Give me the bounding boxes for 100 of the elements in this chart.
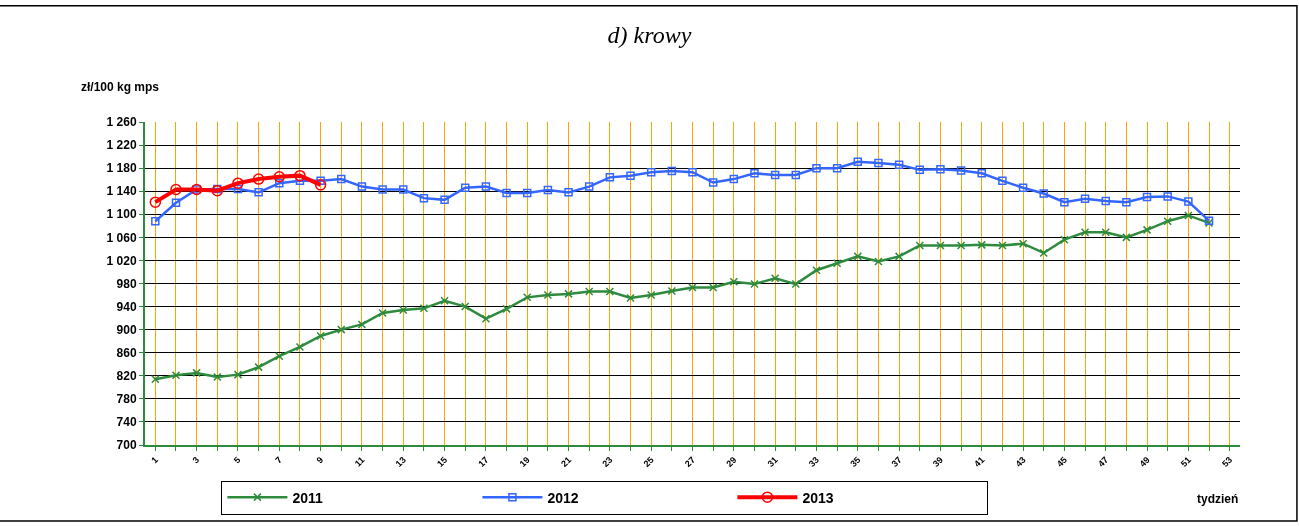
point bbox=[832, 259, 842, 268]
point bbox=[791, 279, 801, 289]
x-tick-label: 53 bbox=[1220, 454, 1235, 469]
y-tick-label: 860 bbox=[116, 345, 137, 360]
y-tick-label: 780 bbox=[116, 392, 137, 407]
point bbox=[316, 331, 325, 341]
point bbox=[770, 274, 780, 283]
point bbox=[1122, 233, 1131, 242]
point bbox=[1101, 227, 1110, 237]
point bbox=[1163, 216, 1172, 226]
point bbox=[337, 325, 346, 334]
point bbox=[399, 305, 408, 315]
point bbox=[977, 240, 986, 250]
chart-title: d) krowy bbox=[607, 22, 692, 49]
point bbox=[337, 174, 346, 184]
point bbox=[357, 320, 367, 329]
point bbox=[233, 184, 243, 194]
point bbox=[626, 171, 635, 180]
point bbox=[151, 375, 160, 384]
y-tick-label: 820 bbox=[116, 368, 137, 383]
point bbox=[481, 182, 491, 191]
x-tick-label: 37 bbox=[889, 454, 904, 469]
point bbox=[1184, 197, 1193, 206]
x-tick-label: 43 bbox=[1013, 454, 1028, 469]
point bbox=[708, 178, 718, 187]
point bbox=[440, 195, 449, 205]
x-tick-label: 45 bbox=[1054, 454, 1069, 469]
x-tick-label: 19 bbox=[517, 454, 532, 469]
y-tick-label: 980 bbox=[116, 276, 137, 291]
point bbox=[853, 157, 863, 167]
point bbox=[915, 165, 925, 175]
y-tick-label: 1 180 bbox=[106, 161, 137, 176]
y-tick-label: 940 bbox=[116, 299, 137, 314]
point bbox=[853, 252, 863, 261]
point bbox=[170, 183, 182, 196]
point bbox=[998, 241, 1007, 250]
point bbox=[419, 193, 429, 203]
y-tick-label: 1 140 bbox=[106, 184, 137, 199]
point bbox=[936, 165, 945, 174]
point bbox=[770, 170, 780, 180]
point bbox=[1163, 192, 1172, 201]
y-tick-label: 740 bbox=[116, 415, 137, 430]
point bbox=[273, 171, 286, 183]
y-tick-label: 700 bbox=[116, 438, 137, 453]
point bbox=[874, 257, 883, 266]
x-tick-label: 49 bbox=[1137, 454, 1152, 469]
x-tick-label: 25 bbox=[641, 454, 656, 469]
point bbox=[233, 370, 243, 379]
point bbox=[522, 293, 532, 302]
point bbox=[522, 188, 532, 198]
point bbox=[213, 372, 222, 382]
x-tick-label: 27 bbox=[682, 454, 698, 469]
point bbox=[192, 368, 201, 378]
y-tick-label: 1 060 bbox=[106, 230, 137, 245]
point bbox=[1101, 196, 1110, 206]
point bbox=[915, 241, 925, 250]
point bbox=[254, 362, 263, 372]
point bbox=[460, 302, 470, 311]
point bbox=[1184, 211, 1193, 220]
x-tick-label: 41 bbox=[972, 454, 987, 469]
x-tick-label: 29 bbox=[724, 454, 739, 469]
x-axis-title: tydzień bbox=[1197, 492, 1239, 506]
point bbox=[399, 185, 408, 194]
point bbox=[998, 176, 1007, 186]
legend-label: 2011 bbox=[292, 489, 323, 506]
x-tick-label: 13 bbox=[393, 454, 408, 469]
point bbox=[667, 166, 677, 176]
point bbox=[1080, 227, 1090, 237]
x-tick-label: 3 bbox=[190, 454, 202, 466]
point bbox=[460, 183, 470, 192]
y-axis-title: zł/100 kg mps bbox=[81, 80, 160, 94]
x-tick-label: 51 bbox=[1178, 454, 1193, 469]
point bbox=[440, 296, 449, 306]
x-tick-label: 31 bbox=[765, 454, 780, 469]
point bbox=[1142, 225, 1152, 235]
point bbox=[584, 182, 594, 191]
point bbox=[646, 290, 656, 300]
point bbox=[275, 178, 284, 188]
point bbox=[832, 163, 842, 173]
point bbox=[1142, 192, 1152, 202]
point bbox=[1018, 239, 1028, 248]
point bbox=[564, 188, 573, 197]
x-tick-label: 39 bbox=[930, 454, 946, 469]
point bbox=[149, 196, 162, 208]
point bbox=[688, 167, 697, 177]
point bbox=[812, 163, 821, 173]
point bbox=[171, 198, 181, 207]
x-tick-label: 5 bbox=[231, 454, 243, 466]
point bbox=[956, 166, 966, 175]
y-tick-label: 1 220 bbox=[106, 138, 137, 153]
point bbox=[750, 279, 759, 289]
point bbox=[171, 370, 181, 380]
y-tick-label: 1 100 bbox=[106, 207, 137, 222]
point bbox=[1122, 197, 1131, 207]
x-tick-label: 7 bbox=[273, 454, 284, 466]
point bbox=[812, 265, 821, 275]
point bbox=[626, 293, 635, 303]
point bbox=[791, 170, 801, 180]
point bbox=[564, 289, 573, 299]
point bbox=[1039, 189, 1048, 198]
